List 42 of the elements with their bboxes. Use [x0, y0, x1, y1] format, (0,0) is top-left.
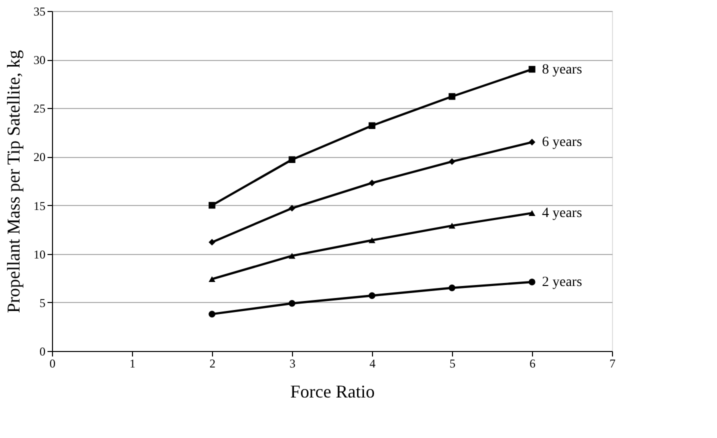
y-tick-label: 20: [34, 150, 46, 164]
point: [288, 204, 296, 212]
point: [288, 156, 296, 163]
x-tick-label: 4: [370, 356, 376, 370]
point: [448, 158, 456, 165]
x-tick-label: 0: [50, 356, 56, 370]
series-label: 6 years: [542, 135, 582, 150]
point: [528, 66, 536, 73]
x-tick-label: 2: [210, 356, 216, 370]
point: [208, 238, 216, 246]
y-tick-label: 15: [34, 198, 46, 213]
x-tick-label: 6: [530, 356, 536, 370]
point: [368, 237, 376, 244]
point: [288, 300, 296, 307]
point: [528, 278, 536, 286]
point: [368, 180, 376, 186]
series-label: 4 years: [542, 206, 582, 222]
point: [448, 284, 456, 292]
y-axis-title: Propellant Mass per Tip Satellite, kg: [4, 50, 24, 313]
y-tick-label: 10: [34, 247, 46, 262]
x-tick-label: 7: [610, 356, 616, 370]
point: [288, 252, 296, 259]
point: [208, 310, 216, 318]
x-tick-label: 1: [130, 356, 136, 370]
point: [208, 276, 216, 282]
point: [448, 222, 456, 229]
series-label: 2 years: [542, 275, 582, 290]
y-tick-label: 5: [40, 296, 46, 310]
point: [208, 202, 216, 209]
point: [368, 292, 376, 299]
point: [368, 122, 376, 129]
y-tick-label: 35: [34, 4, 46, 18]
point: [528, 210, 536, 216]
x-axis-title: Force Ratio: [290, 382, 375, 402]
y-tick-label: 25: [34, 102, 46, 116]
y-tick-label: 30: [34, 53, 46, 68]
point: [448, 93, 456, 100]
series-label: 8 years: [542, 62, 582, 78]
x-tick-label: 3: [290, 356, 296, 370]
y-tick-label: 0: [40, 344, 46, 358]
point: [528, 138, 536, 146]
x-tick-label: 5: [450, 356, 456, 370]
